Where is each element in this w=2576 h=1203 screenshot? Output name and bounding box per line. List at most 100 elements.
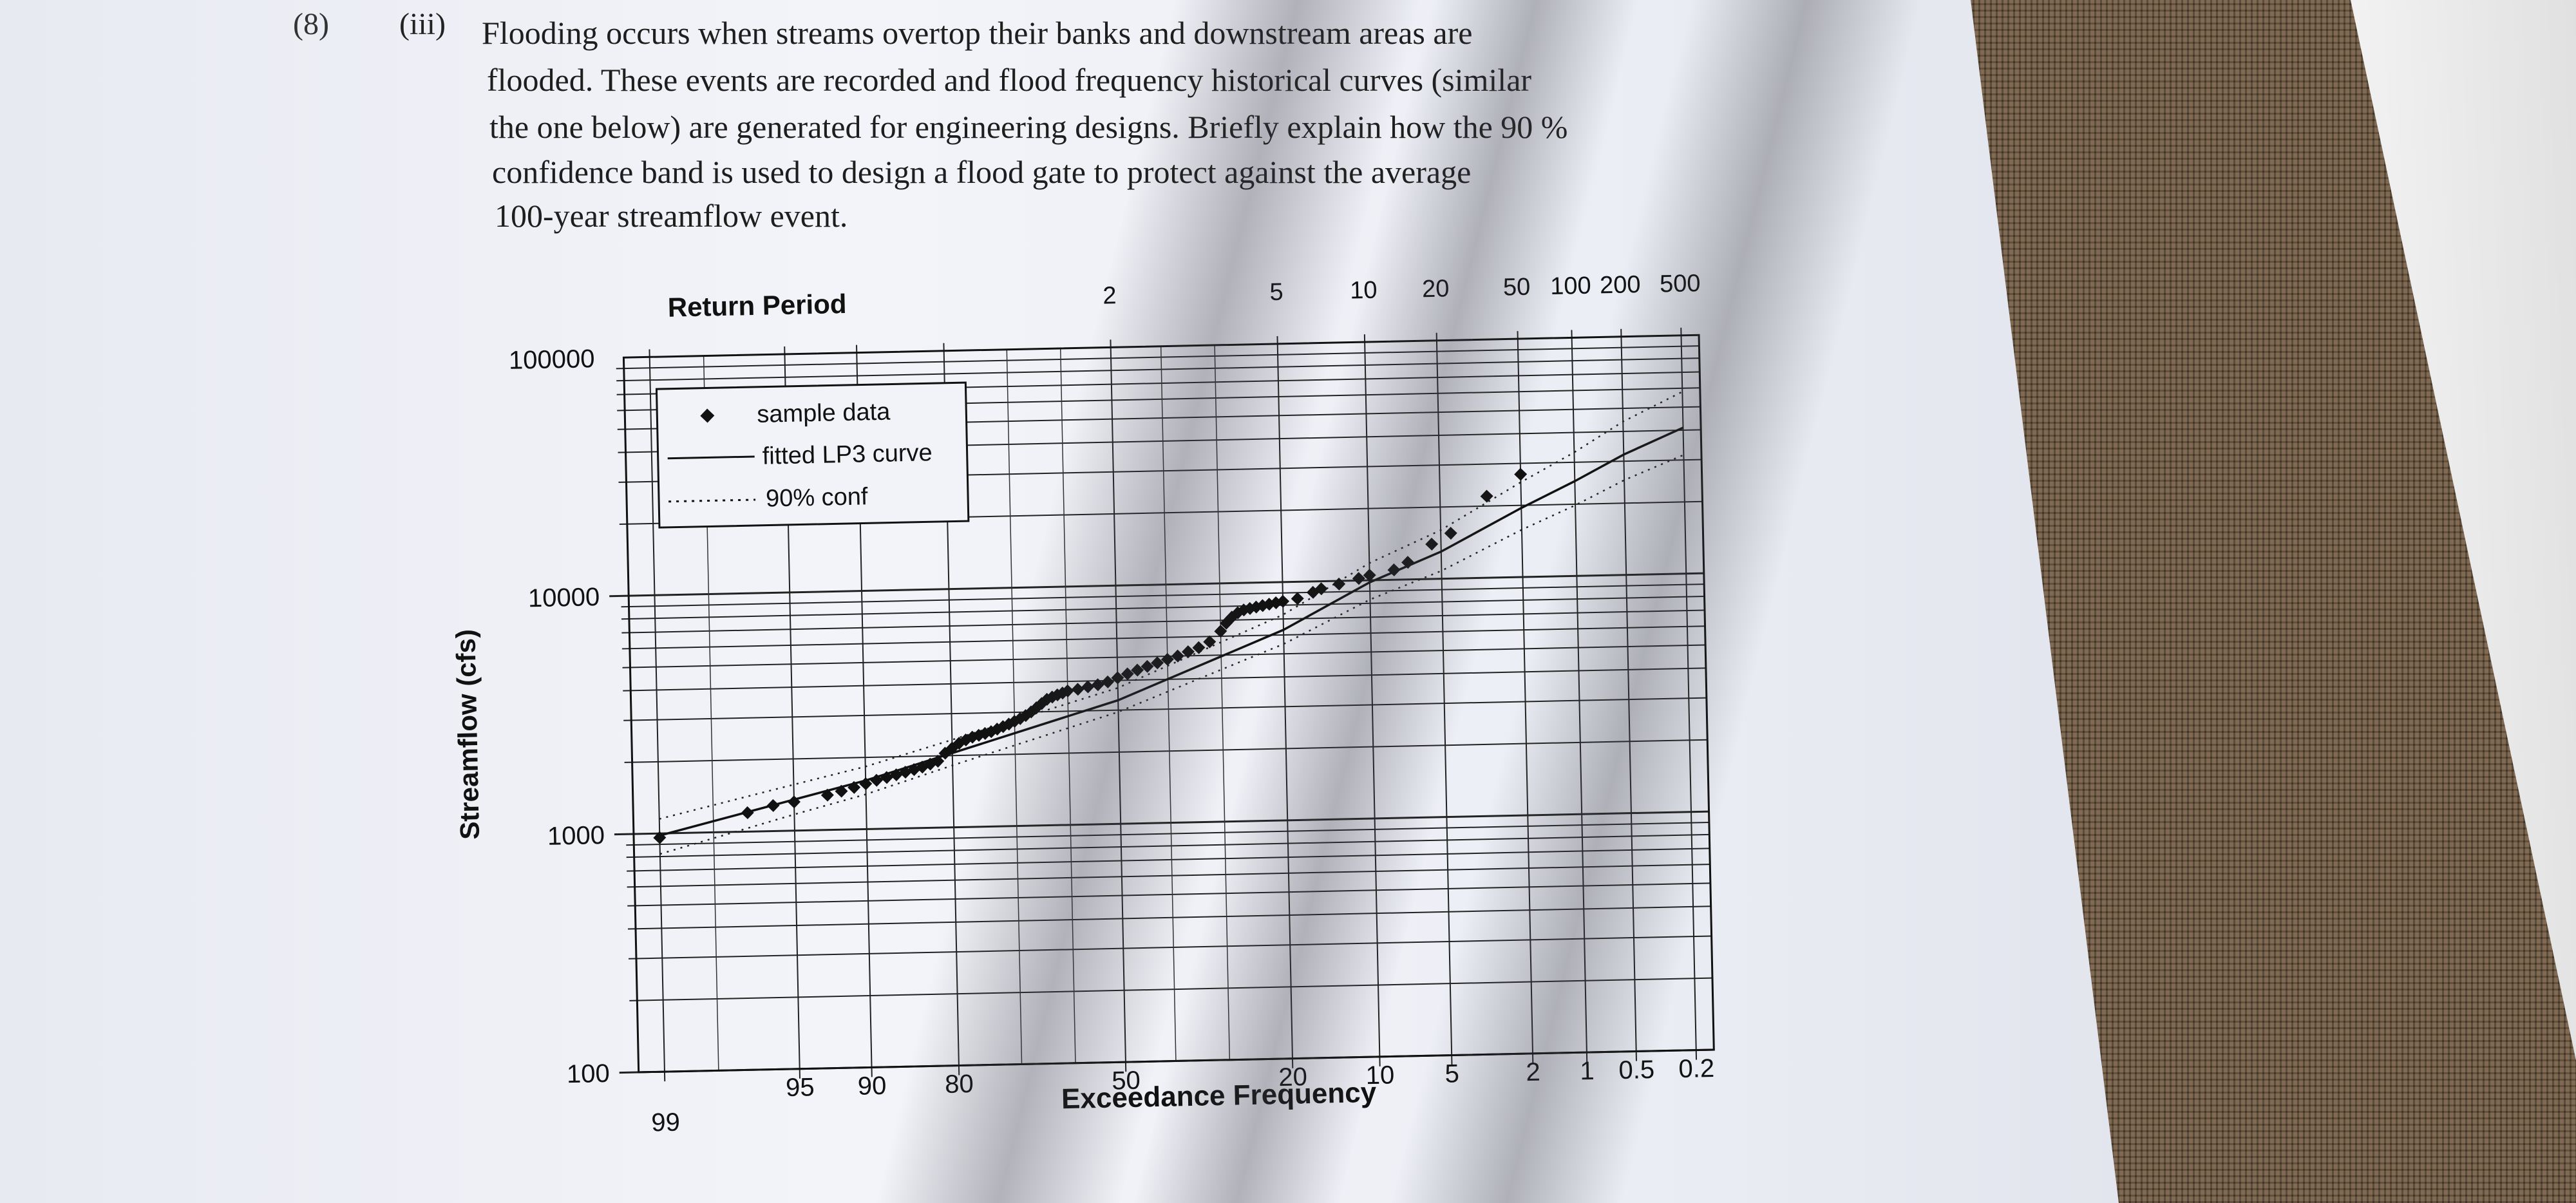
sample-data-point bbox=[889, 768, 903, 782]
question-line-2: flooded. These events are recorded and f… bbox=[487, 62, 1532, 98]
sample-data-point bbox=[1514, 468, 1528, 481]
sample-data-point bbox=[741, 806, 754, 820]
sample-data-point bbox=[1363, 569, 1376, 582]
sample-data-point bbox=[1276, 594, 1290, 608]
gridline-horizontal bbox=[623, 697, 1707, 721]
x-tick-label: 0.2 bbox=[1678, 1054, 1715, 1083]
sample-data-point bbox=[880, 771, 893, 784]
sample-data-point bbox=[1091, 678, 1104, 692]
sample-data-point bbox=[1214, 625, 1227, 638]
gridline-vertical-minor bbox=[1160, 346, 1177, 1061]
sample-data-point bbox=[1071, 683, 1084, 696]
gridline-horizontal bbox=[621, 609, 1705, 634]
sample-data-point bbox=[859, 777, 873, 791]
gridline-horizontal bbox=[629, 977, 1712, 1001]
x-tick-label: 10 bbox=[1365, 1061, 1394, 1090]
legend-label-conf: 90% conf bbox=[766, 483, 869, 512]
x-tick-label: 0.5 bbox=[1618, 1056, 1655, 1085]
sample-data-point bbox=[978, 726, 992, 740]
sample-data-point bbox=[1061, 684, 1074, 697]
sample-data-point bbox=[1332, 577, 1346, 591]
sample-data-point bbox=[1314, 582, 1328, 596]
gridline-horizontal bbox=[621, 583, 1705, 608]
plot-frame bbox=[622, 334, 1715, 1074]
x-axis-label: Exceedance Frequency bbox=[1061, 1077, 1378, 1115]
y-axis-label: Streamflow (cfs) bbox=[450, 629, 485, 840]
x-tick-label: 90 bbox=[857, 1072, 886, 1101]
gridline-horizontal bbox=[626, 833, 1710, 858]
gridline-horizontal bbox=[626, 821, 1709, 846]
return-period-tick-label: 10 bbox=[1350, 277, 1378, 305]
gridline-vertical-minor bbox=[1214, 345, 1231, 1060]
sample-data-point bbox=[1387, 563, 1401, 576]
x-tick-label: 20 bbox=[1278, 1063, 1307, 1092]
sample-data-point bbox=[1401, 556, 1415, 569]
return-period-tick-label: 50 bbox=[1503, 274, 1531, 301]
sample-data-point bbox=[653, 831, 667, 844]
sample-data-point bbox=[1101, 675, 1115, 688]
gridline-vertical bbox=[649, 349, 666, 1082]
gridline-vertical bbox=[1363, 334, 1381, 1066]
gridline-vertical bbox=[1571, 330, 1588, 1063]
sample-data-point bbox=[766, 799, 780, 812]
sample-data-point bbox=[1444, 526, 1457, 540]
legend-box bbox=[655, 381, 970, 529]
legend-label-fit: fitted LP3 curve bbox=[762, 439, 933, 470]
sample-data-point bbox=[1121, 667, 1134, 681]
return-period-tick-label: 200 bbox=[1600, 271, 1641, 299]
gridline-vertical bbox=[1435, 332, 1453, 1065]
sample-data-point bbox=[1151, 656, 1164, 670]
legend-label-sample: sample data bbox=[757, 399, 891, 428]
sample-data-point bbox=[1030, 701, 1043, 715]
return-period-tick-label: 500 bbox=[1660, 270, 1701, 298]
paper-sheet bbox=[0, 0, 2119, 1203]
question-part: (iii) bbox=[399, 7, 446, 41]
sample-data-point bbox=[1131, 663, 1144, 677]
sample-data-point bbox=[1203, 635, 1217, 649]
sample-data-point bbox=[1480, 489, 1493, 503]
sample-data-point bbox=[848, 781, 861, 794]
sample-data-point bbox=[898, 766, 912, 779]
gridline-horizontal bbox=[627, 848, 1710, 872]
gridline-horizontal bbox=[621, 595, 1705, 620]
x-tick-label: 95 bbox=[786, 1073, 815, 1102]
gridline-vertical bbox=[1110, 339, 1127, 1072]
gridline-horizontal bbox=[627, 905, 1711, 930]
y-tick-label: 100 bbox=[567, 1059, 611, 1088]
sample-data-point bbox=[1160, 652, 1174, 666]
gridline-vertical bbox=[1620, 328, 1638, 1061]
x-tick-label: 99 bbox=[651, 1108, 680, 1137]
y-tick-label: 100000 bbox=[509, 345, 595, 375]
y-tick-label: 10000 bbox=[528, 583, 600, 612]
return-period-tick-label: 100 bbox=[1550, 272, 1591, 300]
gridline-horizontal bbox=[627, 882, 1710, 907]
sample-data-point bbox=[1081, 680, 1095, 694]
gridline-horizontal bbox=[628, 935, 1712, 960]
sample-data-point bbox=[820, 788, 834, 802]
sample-data-point bbox=[1425, 537, 1439, 551]
sample-data-point bbox=[835, 784, 848, 798]
x-tick-label: 5 bbox=[1444, 1059, 1459, 1088]
gridline-vertical-minor bbox=[1006, 349, 1023, 1065]
question-line-1: Flooding occurs when streams overtop the… bbox=[482, 15, 1473, 51]
gridline-horizontal bbox=[622, 644, 1706, 668]
gridline-vertical bbox=[1276, 336, 1294, 1068]
gridline-horizontal bbox=[627, 864, 1710, 888]
question-number: (8) bbox=[293, 7, 329, 41]
legend-line-fit bbox=[667, 455, 755, 460]
chart-title: Return Period bbox=[667, 289, 847, 323]
question-line-4: confidence band is used to design a floo… bbox=[492, 154, 1472, 190]
x-tick-label: 1 bbox=[1580, 1057, 1595, 1085]
x-tick-label: 80 bbox=[945, 1070, 974, 1099]
legend: sample data fitted LP3 curve 90% conf bbox=[655, 381, 970, 529]
y-tick-label: 1000 bbox=[547, 821, 605, 851]
gridline-horizontal bbox=[616, 345, 1700, 370]
sample-data-point bbox=[1291, 592, 1304, 605]
gridline-vertical bbox=[1680, 327, 1698, 1060]
sample-data-point bbox=[870, 773, 884, 787]
sample-data-point bbox=[1111, 671, 1124, 685]
gridline-vertical bbox=[1517, 331, 1534, 1063]
question-line-3: the one below) are generated for enginee… bbox=[489, 109, 1568, 145]
gridline-vertical-minor bbox=[1059, 348, 1076, 1063]
